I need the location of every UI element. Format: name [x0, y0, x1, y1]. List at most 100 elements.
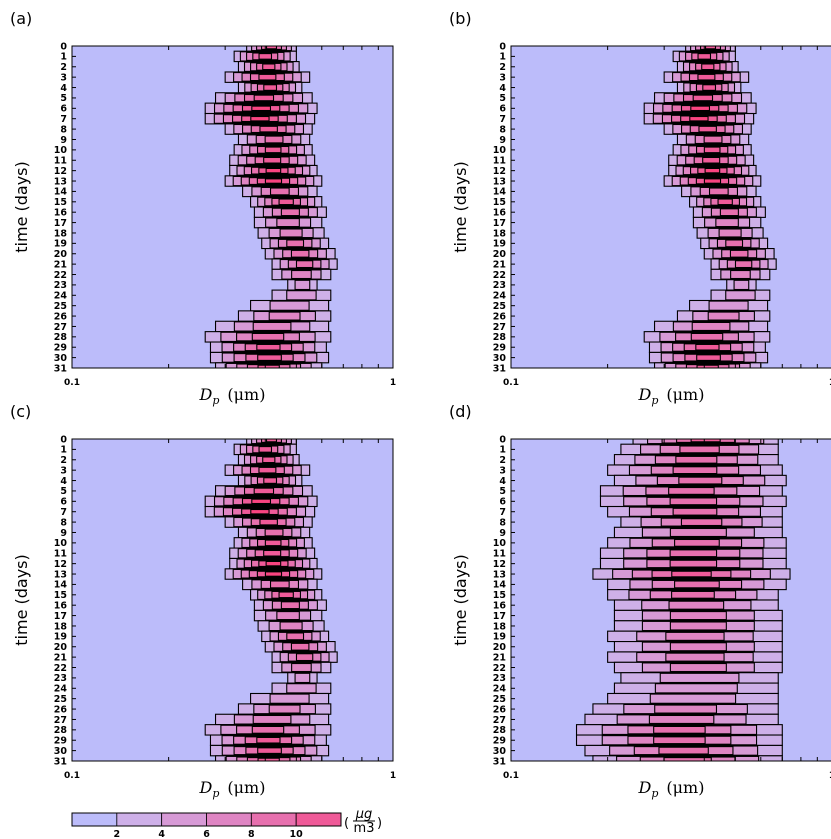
y-tick-label: 5	[499, 486, 506, 497]
y-tick-label: 28	[493, 725, 507, 736]
contour-band	[733, 279, 750, 291]
x-tick-label: 1	[829, 378, 831, 388]
y-tick-label: 19	[54, 239, 67, 250]
contour-band	[256, 343, 281, 351]
y-tick-label: 30	[493, 353, 507, 364]
colorbar-swatch	[161, 812, 207, 827]
y-tick-label: 19	[493, 239, 506, 250]
y-tick-label: 20	[54, 642, 68, 653]
contour-band	[250, 508, 270, 515]
contour-band	[703, 178, 722, 184]
contour-band	[653, 736, 706, 745]
y-tick-label: 11	[493, 156, 506, 167]
y-tick-label: 27	[493, 715, 506, 726]
panel-a: (a)0123456789101112131415161718192021222…	[10, 9, 396, 407]
colorbar-tick-label: 8	[248, 829, 255, 839]
y-tick-label: 0	[60, 41, 67, 52]
y-tick-label: 23	[54, 673, 67, 684]
colorbar-swatch	[71, 812, 118, 827]
y-tick-label: 14	[54, 187, 68, 198]
y-tick-label: 2	[60, 62, 67, 73]
y-tick-label: 4	[499, 476, 506, 487]
contour-band	[286, 290, 317, 301]
y-tick-label: 29	[493, 343, 506, 354]
y-tick-label: 22	[54, 663, 67, 674]
contour-band	[294, 279, 311, 291]
contour-band	[692, 94, 714, 102]
y-tick-label: 9	[499, 528, 506, 539]
panel-b: (b)0123456789101112131415161718192021222…	[449, 9, 831, 407]
contour-band	[698, 125, 717, 133]
contour-band	[649, 693, 737, 704]
y-tick-label: 21	[493, 652, 506, 663]
contour-band	[665, 631, 725, 641]
contour-band	[679, 445, 720, 454]
x-axis-label: Dp (μm)	[199, 778, 266, 800]
y-tick-label: 31	[54, 363, 67, 374]
contour-bands	[204, 439, 338, 761]
unit-paren-close: )	[377, 816, 382, 831]
y-tick-label: 2	[499, 62, 506, 73]
y-tick-label: 11	[54, 156, 67, 167]
contour-band	[703, 135, 723, 144]
y-tick-label: 25	[54, 301, 67, 312]
y-tick-label: 6	[60, 497, 67, 508]
y-axis-label: time (days)	[451, 161, 470, 252]
plot-frame	[510, 45, 831, 369]
contour-band	[702, 156, 721, 164]
contour-band	[702, 84, 717, 91]
contour-band	[291, 662, 312, 673]
y-tick-label: 6	[499, 104, 506, 115]
contour-band	[269, 693, 310, 704]
colorbar-swatch	[295, 812, 342, 827]
y-tick-label: 30	[54, 746, 68, 757]
y-tick-label: 21	[54, 259, 67, 270]
contour-band	[253, 94, 275, 102]
contour-band	[264, 571, 283, 577]
y-tick-label: 2	[499, 455, 506, 466]
y-tick-label: 7	[499, 507, 506, 518]
contour-band	[668, 486, 715, 495]
y-tick-label: 31	[493, 756, 506, 767]
contour-band	[264, 178, 283, 184]
contour-band	[691, 321, 731, 331]
y-tick-label: 18	[54, 621, 68, 632]
contour-band	[280, 601, 300, 610]
y-axis-label: time (days)	[12, 161, 31, 252]
y-tick-label: 3	[60, 465, 67, 476]
x-tick-label: 1	[829, 771, 831, 781]
y-tick-label: 27	[54, 715, 67, 726]
contour-band	[695, 343, 720, 351]
x-tick-label: 0.1	[503, 378, 519, 388]
contour-band	[251, 498, 272, 505]
contour-band	[290, 642, 310, 651]
y-tick-label: 16	[54, 600, 68, 611]
y-tick-label: 27	[493, 322, 506, 333]
contour-band	[268, 704, 301, 714]
y-tick-label: 10	[54, 145, 68, 156]
contour-band	[725, 290, 756, 301]
contour-band	[690, 105, 711, 112]
y-tick-label: 23	[493, 673, 506, 684]
y-tick-label: 12	[54, 559, 67, 570]
y-tick-label: 24	[493, 684, 507, 695]
contour-band	[708, 187, 729, 196]
y-tick-label: 9	[60, 528, 67, 539]
contour-band	[262, 63, 276, 71]
y-tick-label: 16	[493, 600, 507, 611]
y-tick-label: 17	[493, 611, 506, 622]
contour-band	[263, 84, 278, 91]
x-axis-label: Dp (μm)	[638, 778, 705, 800]
y-tick-label: 13	[493, 176, 506, 187]
contour-band	[654, 704, 718, 714]
contour-band	[251, 725, 285, 734]
contour-band	[280, 208, 300, 217]
y-tick-label: 10	[54, 538, 68, 549]
contour-band	[696, 354, 721, 361]
contour-band	[264, 528, 284, 537]
unit-numerator: μg	[355, 807, 373, 822]
y-tick-label: 22	[493, 270, 506, 281]
colorbar-swatch	[206, 812, 252, 827]
y-tick-label: 2	[60, 455, 67, 466]
contour-band	[717, 198, 733, 206]
